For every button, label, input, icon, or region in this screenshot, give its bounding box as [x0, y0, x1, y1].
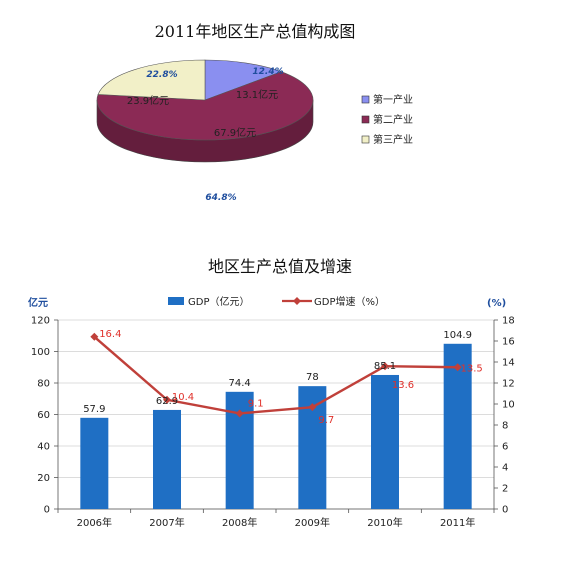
gdp-growth-label: 16.4 — [99, 329, 121, 340]
legend-swatch — [361, 135, 370, 144]
legend-bar-label: GDP（亿元） — [188, 295, 249, 308]
pie-value-label: 13.1亿元 — [236, 88, 278, 101]
y-left-tick-label: 40 — [37, 442, 50, 453]
gdp-growth-line — [90, 332, 462, 418]
y-left-tick-label: 60 — [37, 410, 50, 421]
legend-swatch — [361, 95, 370, 104]
pie-slice-2 — [96, 71, 314, 141]
pie-slice-1 — [204, 59, 283, 101]
combo-axes: 0 20 40 60 80 100 120 0 2 4 6 8 10 12 14 16 18 2006年 2007年… — [31, 316, 515, 530]
gdp-bar-label: 57.9 — [83, 404, 105, 415]
legend-line-label: GDP增速（%） — [314, 295, 385, 308]
y-left-tick-label: 120 — [31, 316, 50, 327]
x-tick-label: 2009年 — [295, 516, 330, 529]
gdp-growth-polyline — [93, 335, 458, 415]
gdp-bar-label: 62.9 — [156, 396, 178, 407]
gdp-growth-marker — [235, 409, 244, 418]
gdp-growth-marker — [163, 395, 171, 404]
gdp-growth-marker — [308, 403, 317, 412]
gdp-bars — [80, 343, 472, 509]
gdp-growth-marker — [381, 362, 389, 371]
pie-slices: 13.1亿元 67.9亿元 23.9亿元 12.4% 64.8% 22.8% — [96, 59, 314, 203]
combo-gridlines — [58, 319, 494, 510]
combo-legend: GDP（亿元） GDP增速（%） — [168, 295, 385, 308]
x-tick-label: 2007年 — [149, 516, 184, 529]
y-right-tick-label: 18 — [502, 316, 515, 327]
gdp-bar-label: 104.9 — [443, 330, 472, 341]
pie-percent-label: 64.8% — [205, 193, 236, 203]
pie-value-label: 67.9亿元 — [214, 126, 256, 139]
y-right-tick-label: 0 — [502, 505, 508, 516]
pie-percent-label: 12.4% — [252, 67, 283, 77]
y-right-tick-label: 12 — [502, 379, 515, 390]
gdp-bar-label: 74.4 — [229, 378, 251, 389]
gdp-growth-label: 13.6 — [392, 380, 414, 391]
y-right-tick-label: 14 — [502, 358, 515, 369]
gdp-growth-label: 13.5 — [461, 363, 483, 374]
gdp-growth-label: 9.1 — [248, 398, 264, 409]
gdp-bar — [371, 374, 399, 509]
x-tick-label: 2011年 — [440, 516, 475, 529]
legend-bar-swatch — [168, 297, 184, 305]
legend-label: 第二产业 — [373, 113, 413, 126]
legend-line-marker — [293, 297, 301, 305]
combo-chart-title: 地区生产总值及增速 — [208, 257, 352, 276]
pie-slice-3 — [97, 59, 206, 101]
legend-swatch — [361, 115, 370, 124]
y-left-tick-label: 20 — [37, 473, 50, 484]
gdp-growth-marker — [90, 332, 99, 341]
x-tick-label: 2006年 — [77, 516, 112, 529]
y-right-tick-label: 16 — [502, 337, 515, 348]
y-left-tick-label: 100 — [31, 347, 50, 358]
gdp-growth-marker — [453, 363, 462, 372]
y-right-tick-label: 10 — [502, 400, 515, 411]
pie-percent-label: 22.8% — [146, 70, 177, 80]
pie-chart: 2011年地区生产总值构成图 13.1亿元 67.9亿元 23.9亿元 12.4% 64… — [96, 22, 413, 203]
gdp-growth-label: 10.4 — [172, 392, 194, 403]
pie-value-label: 23.9亿元 — [127, 94, 169, 107]
y-right-tick-label: 8 — [502, 421, 508, 432]
gdp-bar-label: 85.1 — [374, 361, 396, 372]
combo-data-labels: 57.9 62.9 74.4 78 85.1 104.9 16.4 10.4 9.1 9.7 13.… — [83, 329, 483, 426]
y-left-tick-label: 0 — [44, 505, 50, 516]
y-right-tick-label: 6 — [502, 442, 508, 453]
gdp-growth-label: 9.7 — [318, 415, 334, 426]
y-right-tick-label: 2 — [502, 484, 508, 495]
legend-label: 第三产业 — [373, 133, 413, 146]
gdp-bar — [80, 417, 109, 509]
y-left-tick-label: 80 — [37, 379, 50, 390]
y-right-tick-label: 4 — [502, 463, 508, 474]
combo-chart: 地区生产总值及增速 亿元 (%) GDP（亿元） GDP增速（%） 0204060… — [28, 257, 515, 529]
gdp-bar-label: 78 — [306, 372, 319, 383]
x-tick-label: 2008年 — [222, 516, 257, 529]
legend-label: 第一产业 — [373, 93, 413, 106]
x-tick-label: 2010年 — [367, 516, 402, 529]
gdp-bar — [443, 343, 472, 509]
y-left-unit-label: 亿元 — [28, 296, 48, 309]
pie-chart-title: 2011年地区生产总值构成图 — [155, 22, 356, 41]
y-right-unit-label: (%) — [487, 298, 506, 309]
gdp-bar — [153, 409, 181, 509]
